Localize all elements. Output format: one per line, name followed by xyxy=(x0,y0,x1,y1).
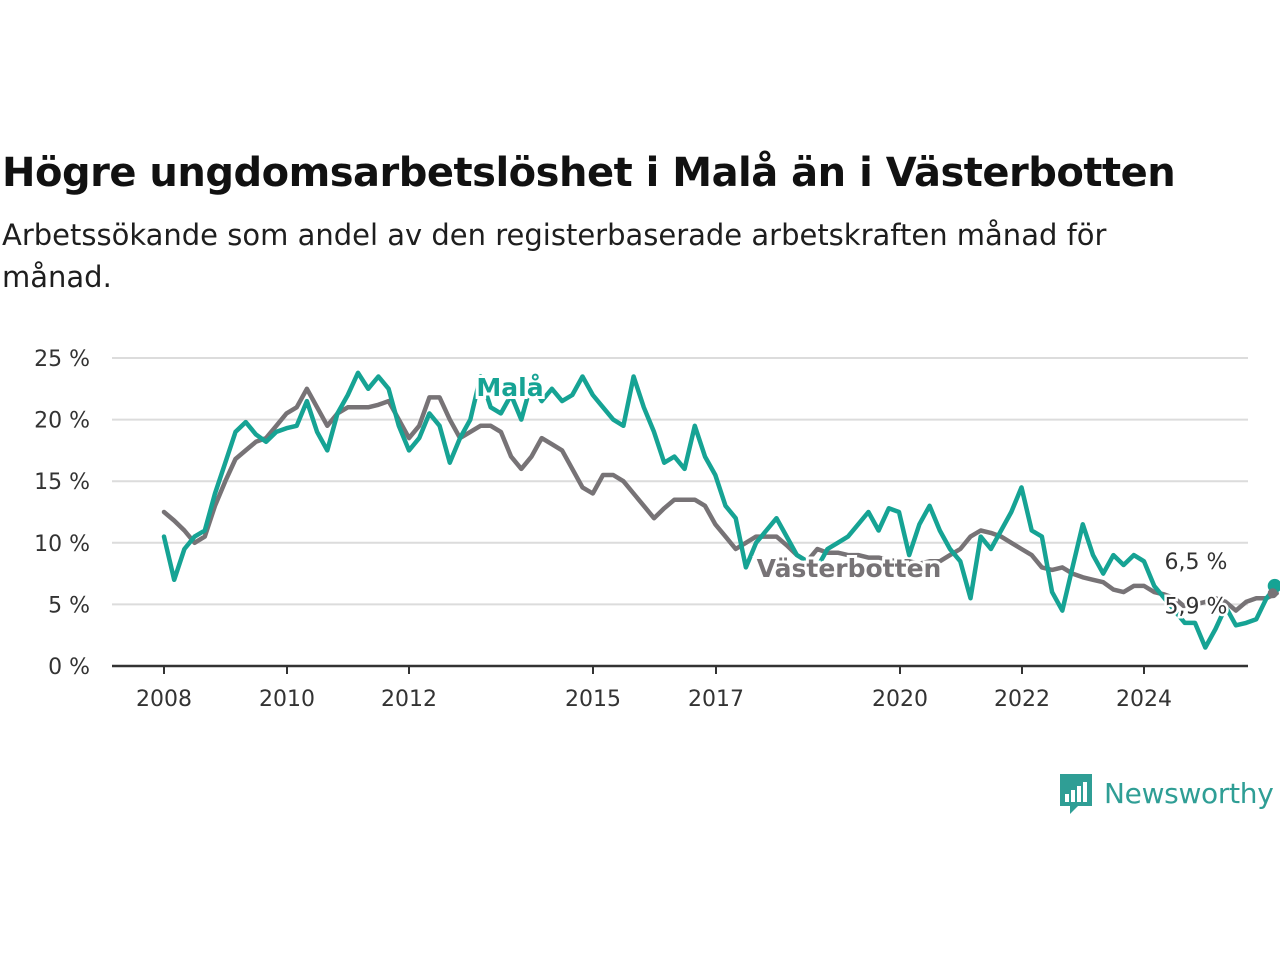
brand-name: Newsworthy xyxy=(1104,776,1274,810)
y-tick-label: 0 % xyxy=(48,655,90,680)
x-tick-label: 2008 xyxy=(136,687,192,712)
line-chart: 0 %5 %10 %15 %20 %25 % 2008 2010 2012 2015 2… xyxy=(34,347,1280,712)
x-tick-label: 2017 xyxy=(688,687,744,712)
x-tick-label: 2010 xyxy=(259,687,315,712)
vasterbotten-value-label: 5,9 % xyxy=(1165,594,1228,619)
mala-series-label: Malå xyxy=(476,373,543,402)
page-subtitle: Arbetssökande som andel av den registerb… xyxy=(2,218,1107,294)
mala-value-label: 6,5 % xyxy=(1165,550,1228,575)
x-tick-label: 2020 xyxy=(872,687,928,712)
page-title: Högre ungdomsarbetslöshet i Malå än i Vä… xyxy=(2,150,1176,196)
series-line-vasterbotten xyxy=(161,386,1279,613)
x-tick-label: 2024 xyxy=(1116,687,1172,712)
y-tick-label: 20 % xyxy=(34,409,90,434)
y-tick-label: 10 % xyxy=(34,532,90,557)
grid-lines xyxy=(112,357,1248,668)
x-tick-label: 2012 xyxy=(381,687,437,712)
newsworthy-logo[interactable]: Newsworthy xyxy=(1058,770,1274,816)
x-tick-label: 2015 xyxy=(565,687,621,712)
newsworthy-logo-icon xyxy=(1060,774,1092,814)
y-tick-label: 5 % xyxy=(48,593,90,618)
vasterbotten-end-point xyxy=(1267,588,1278,599)
y-tick-label: 25 % xyxy=(34,347,90,372)
vasterbotten-series-label: Västerbotten xyxy=(757,554,942,583)
x-axis-ticks: 2008 2010 2012 2015 2017 2020 2022 2024 xyxy=(136,666,1172,712)
series-lines xyxy=(161,370,1279,650)
series-line-mala xyxy=(161,370,1279,650)
x-tick-label: 2022 xyxy=(994,687,1050,712)
y-tick-label: 15 % xyxy=(34,470,90,495)
series-labels: 6,5 % 5,9 % Malå Västerbotten xyxy=(473,370,1280,622)
y-axis-ticks: 0 % 5 % 10 % 15 % 20 % 25 % xyxy=(34,347,90,680)
